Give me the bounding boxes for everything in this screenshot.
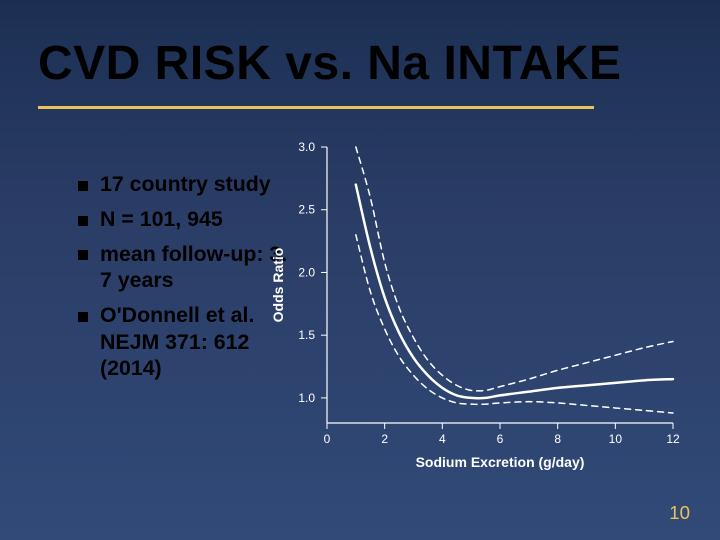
svg-text:10: 10 xyxy=(609,432,623,446)
list-item: 17 country study xyxy=(78,171,294,198)
page-number: 10 xyxy=(669,502,690,524)
svg-text:2.5: 2.5 xyxy=(298,203,315,217)
slide-title: CVD RISK vs. Na INTAKE xyxy=(38,36,622,91)
svg-text:12: 12 xyxy=(666,432,680,446)
list-item: mean follow-up: 3. 7 years xyxy=(78,241,294,294)
series-odds-ratio-ci-upper xyxy=(356,147,673,391)
slide: CVD RISK vs. Na INTAKE 17 country study … xyxy=(0,0,720,540)
svg-text:1.0: 1.0 xyxy=(298,391,315,405)
series-odds-ratio-ci-lower xyxy=(356,235,673,413)
svg-text:3.0: 3.0 xyxy=(298,140,315,154)
svg-text:4: 4 xyxy=(439,432,446,446)
svg-text:2.0: 2.0 xyxy=(298,265,315,279)
title-underline xyxy=(38,106,594,109)
svg-text:0: 0 xyxy=(324,432,331,446)
svg-text:1.5: 1.5 xyxy=(298,328,315,342)
list-item: N = 101, 945 xyxy=(78,206,294,233)
svg-text:Odds Ratio: Odds Ratio xyxy=(270,248,286,323)
svg-text:6: 6 xyxy=(497,432,504,446)
series-odds-ratio-mean xyxy=(356,185,673,399)
svg-text:8: 8 xyxy=(554,432,561,446)
list-item: O'Donnell et al. NEJM 371: 612 (2014) xyxy=(78,302,294,382)
svg-text:Sodium Excretion (g/day): Sodium Excretion (g/day) xyxy=(416,454,585,470)
bullet-list: 17 country study N = 101, 945 mean follo… xyxy=(38,171,294,390)
odds-ratio-chart: 0 2 4 6 8 10 12 1.0 1.5 2.0 2.5 3.0 Sodium Excretion… xyxy=(265,135,685,477)
svg-text:2: 2 xyxy=(381,432,388,446)
